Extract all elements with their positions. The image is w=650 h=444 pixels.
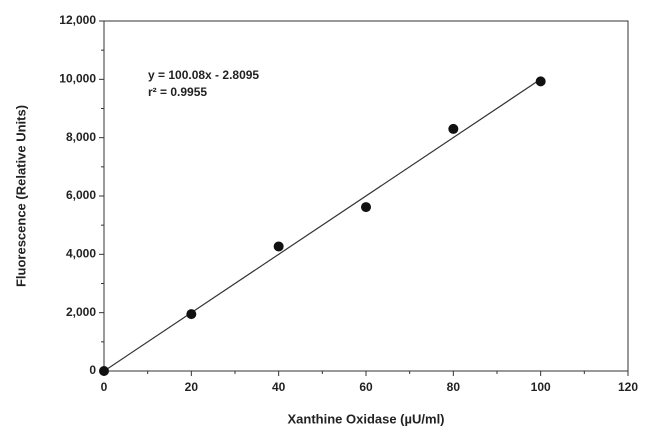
data-point	[361, 202, 371, 213]
data-point	[99, 366, 109, 376]
x-tick-label: 120	[618, 380, 638, 394]
x-tick-label: 80	[447, 380, 461, 394]
data-point	[186, 309, 197, 320]
y-tick-label: 6,000	[66, 188, 96, 202]
y-tick-label: 8,000	[66, 130, 96, 144]
data-point	[448, 123, 459, 134]
x-tick-label: 60	[359, 380, 373, 394]
data-point	[273, 241, 284, 252]
y-axis-label: Fluorescence (Relative Units)	[13, 105, 28, 287]
y-tick-label: 12,000	[59, 13, 96, 27]
fit-line	[103, 78, 542, 372]
y-tick-label: 4,000	[66, 247, 96, 261]
x-axis-label: Xanthine Oxidase (µU/ml)	[287, 411, 444, 426]
y-tick-label: 10,000	[59, 72, 96, 86]
annotation: y = 100.08x - 2.8095	[148, 68, 259, 82]
y-tick-label: 0	[89, 363, 96, 377]
x-tick-label: 100	[531, 380, 551, 394]
x-tick-label: 40	[272, 380, 286, 394]
x-tick-label: 20	[185, 380, 199, 394]
data-point	[535, 76, 546, 87]
x-tick-label: 0	[101, 380, 108, 394]
annotation: r² = 0.9955	[148, 85, 207, 99]
y-tick-label: 2,000	[66, 305, 96, 319]
